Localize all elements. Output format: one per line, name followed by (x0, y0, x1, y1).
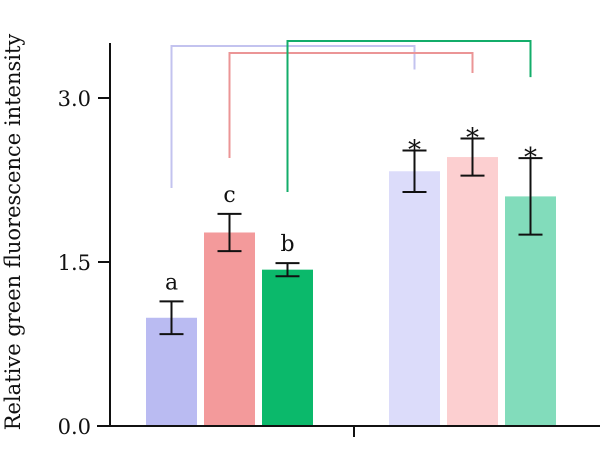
axes (97, 43, 600, 437)
error-bar-4 (402, 149, 427, 194)
bars-layer (146, 157, 556, 426)
bar-3 (262, 269, 313, 426)
y-tick-label: 0.0 (58, 415, 91, 439)
group-letter-1: a (165, 270, 178, 295)
group-letter-3: b (280, 232, 294, 257)
bar-2 (204, 232, 255, 426)
comparison-bracket-3 (286, 40, 532, 192)
significance-labels-layer: a c b * * * (165, 123, 537, 295)
error-bars-layer (159, 137, 543, 336)
comparison-bracket-2 (228, 52, 474, 158)
error-bar-1 (159, 300, 184, 336)
error-bar-6 (518, 157, 543, 236)
comparison-brackets-layer (170, 40, 532, 192)
bar-1 (146, 317, 197, 426)
error-bar-3 (275, 262, 300, 278)
y-tick-label: 1.5 (58, 251, 91, 275)
error-bar-2 (217, 212, 242, 253)
group-letter-2: c (223, 183, 235, 208)
bar-5 (447, 157, 498, 426)
significance-star-6: * (524, 143, 537, 173)
significance-star-4: * (408, 135, 421, 165)
y-ticks: 0.0 1.5 3.0 (58, 87, 110, 439)
y-tick-label: 3.0 (58, 87, 91, 111)
y-axis-label: Relative green fluorescence intensity (1, 34, 25, 431)
error-bar-5 (460, 137, 485, 177)
comparison-bracket-1 (170, 45, 416, 188)
significance-star-5: * (466, 123, 479, 153)
bar-4 (389, 171, 440, 426)
